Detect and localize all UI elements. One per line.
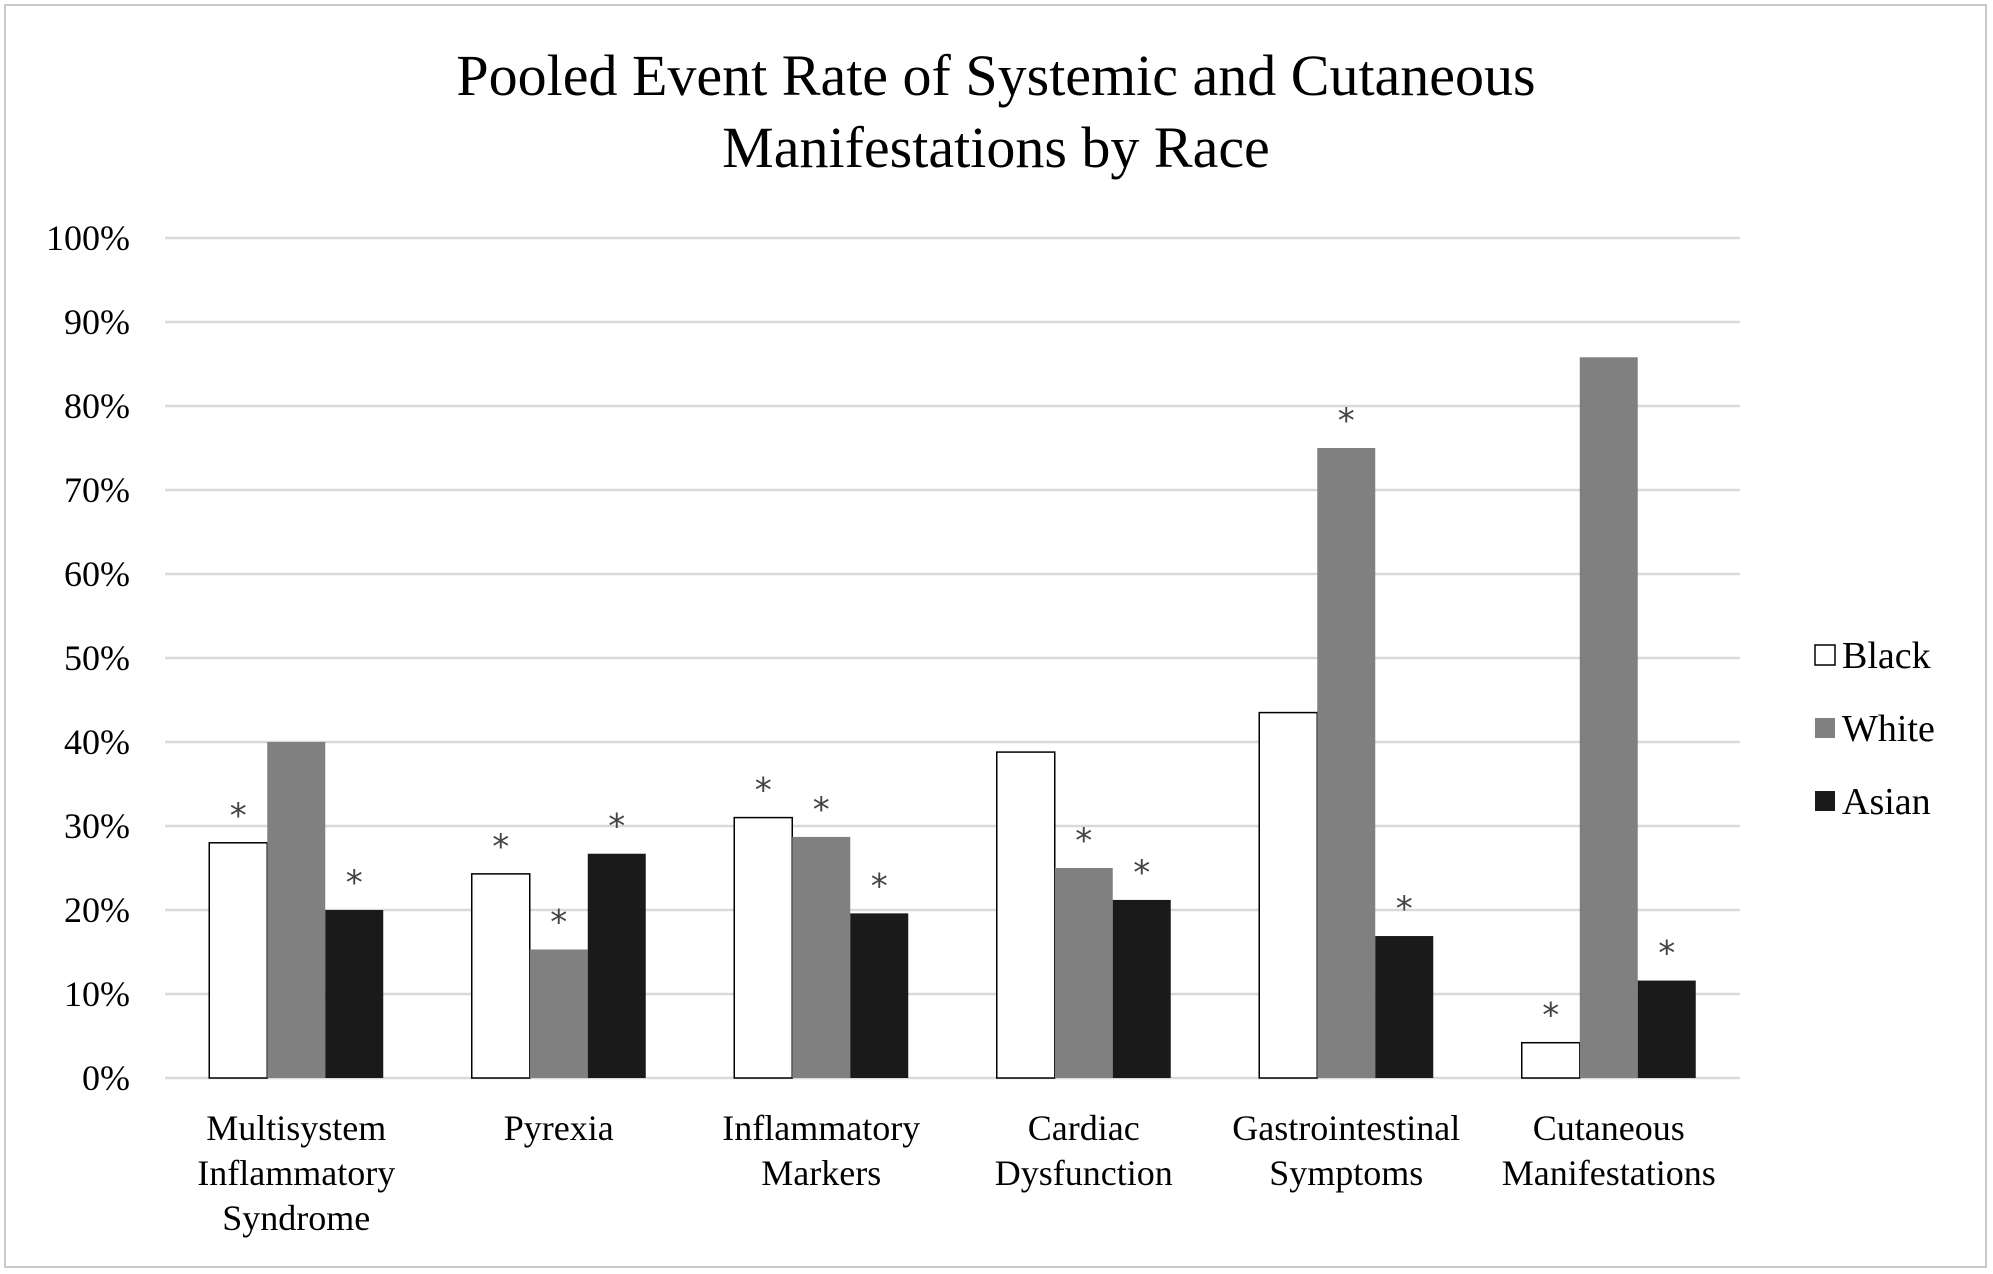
y-tick-label: 90% — [64, 302, 130, 342]
significance-marker-asian-3: * — [871, 866, 888, 906]
significance-markers: * * * * * * * * * * * * * * — [230, 401, 1676, 1036]
bars — [208, 357, 1696, 1079]
bar-asian-5 — [1375, 936, 1434, 1078]
chart-title-line-1: Pooled Event Rate of Systemic and Cutane… — [456, 43, 1535, 108]
x-category-label: Inflammatory — [197, 1153, 395, 1193]
x-category-label: Manifestations — [1502, 1153, 1716, 1193]
chart-title-line-2: Manifestations by Race — [722, 115, 1270, 180]
x-category-label: Multisystem — [206, 1108, 386, 1148]
y-tick-label: 50% — [64, 638, 130, 678]
x-category-label: Dysfunction — [995, 1153, 1173, 1193]
significance-marker-asian-2: * — [608, 807, 625, 847]
bar-white-5 — [1317, 448, 1376, 1078]
significance-marker-white-2: * — [550, 902, 567, 942]
bar-white-4 — [1054, 868, 1113, 1078]
legend-swatch-white — [1815, 718, 1835, 738]
x-category-label: Cardiac — [1028, 1108, 1140, 1148]
legend-label-black: Black — [1842, 635, 1931, 677]
bar-asian-2 — [587, 853, 646, 1078]
bar-asian-4 — [1112, 899, 1171, 1078]
legend-swatch-black — [1814, 644, 1836, 666]
significance-marker-black-2: * — [492, 827, 509, 867]
x-category-label: Markers — [761, 1153, 881, 1193]
significance-marker-white-3: * — [813, 790, 830, 830]
y-tick-label: 20% — [64, 890, 130, 930]
x-category-label: Syndrome — [222, 1198, 370, 1238]
y-tick-label: 0% — [82, 1058, 130, 1098]
significance-marker-white-5: * — [1338, 401, 1355, 441]
bar-asian-6 — [1637, 980, 1696, 1078]
y-tick-label: 60% — [64, 554, 130, 594]
bar-black-5 — [1258, 711, 1318, 1079]
bar-black-2 — [471, 873, 531, 1079]
bar-white-6 — [1579, 357, 1638, 1078]
chart-title: Pooled Event Rate of Systemic and Cutane… — [456, 43, 1535, 180]
y-tick-label: 30% — [64, 806, 130, 846]
x-category-label: Inflammatory — [722, 1108, 920, 1148]
bar-black-1 — [208, 842, 268, 1079]
y-tick-label: 70% — [64, 470, 130, 510]
y-tick-label: 80% — [64, 386, 130, 426]
x-category-label: Cutaneous — [1533, 1108, 1685, 1148]
legend-label-asian: Asian — [1842, 781, 1931, 823]
significance-marker-asian-5: * — [1396, 889, 1413, 929]
bar-white-1 — [267, 742, 326, 1078]
y-axis-tick-labels: 0% 10% 20% 30% 40% 50% 60% 70% 80% 90% 100% — [46, 218, 130, 1098]
bar-asian-3 — [850, 913, 909, 1078]
legend-swatch-asian — [1815, 791, 1835, 811]
x-axis-category-labels: Multisystem Inflammatory Syndrome Pyrexia In… — [197, 1108, 1715, 1238]
bar-black-3 — [733, 816, 793, 1079]
significance-marker-black-1: * — [230, 796, 247, 836]
x-category-label: Pyrexia — [504, 1108, 614, 1148]
significance-marker-white-4: * — [1075, 821, 1092, 861]
significance-marker-asian-4: * — [1133, 853, 1150, 893]
x-category-label: Symptoms — [1269, 1153, 1423, 1193]
bar-white-2 — [529, 949, 588, 1078]
bar-black-6 — [1521, 1041, 1581, 1079]
bar-black-4 — [996, 751, 1056, 1079]
legend: Black White Asian — [1814, 635, 1935, 823]
y-tick-label: 10% — [64, 974, 130, 1014]
significance-marker-asian-1: * — [346, 863, 363, 903]
y-tick-label: 100% — [46, 218, 130, 258]
x-category-label: Gastrointestinal — [1232, 1108, 1460, 1148]
bar-white-3 — [792, 836, 851, 1078]
significance-marker-asian-6: * — [1658, 934, 1675, 974]
significance-marker-black-6: * — [1542, 996, 1559, 1036]
legend-label-white: White — [1842, 708, 1935, 750]
significance-marker-black-3: * — [755, 771, 772, 811]
bar-asian-1 — [325, 910, 384, 1078]
gridlines — [165, 236, 1740, 1080]
y-tick-label: 40% — [64, 722, 130, 762]
